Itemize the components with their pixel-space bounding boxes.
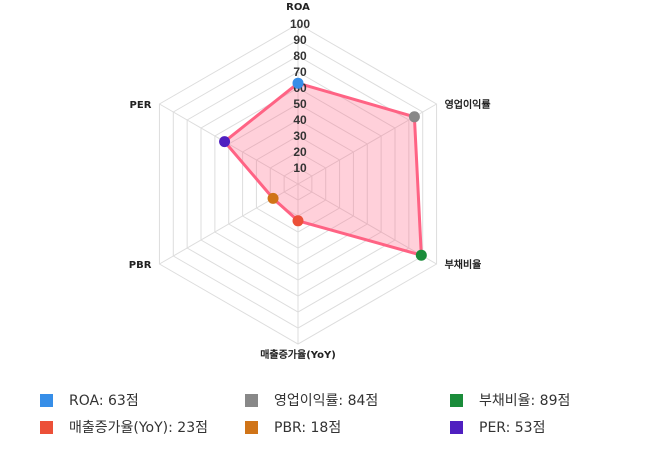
data-point [415,249,427,261]
legend-item-roa[interactable]: ROA: 63점 [40,390,139,410]
tick-label: 20 [293,145,307,159]
data-point [408,111,420,123]
legend-label: PBR: 18점 [274,420,342,436]
axis-label: 영업이익률 [445,98,491,111]
grid-spoke [297,183,437,265]
axis-label: PER [130,100,152,111]
axis-label: 매출증가율(YoY) [260,348,336,361]
data-point [219,136,231,148]
legend-swatch [40,393,53,407]
legend-label: 영업이익률: 84점 [274,393,379,409]
axis-label: ROA [286,2,310,13]
legend-swatch [450,393,463,407]
axis-label: PBR [129,260,152,271]
data-point [267,192,279,204]
tick-label: 80 [293,49,307,63]
legend-item-pbr[interactable]: PBR: 18점 [245,417,341,437]
axis-label: 부채비율 [445,258,482,271]
legend-label: PER: 53점 [479,420,546,436]
legend-swatch [40,420,53,434]
legend-label: 매출증가율(YoY): 23점 [69,420,208,436]
tick-label: 50 [293,97,307,111]
data-area [223,81,423,257]
tick-label: 10 [293,161,307,175]
legend-swatch [450,420,463,434]
data-point [292,215,304,227]
legend-swatch [245,393,258,407]
legend-item-operating-margin[interactable]: 영업이익률: 84점 [245,390,378,410]
legend-label: ROA: 63점 [69,393,139,409]
data-point [292,77,304,89]
tick-label: 100 [290,17,310,31]
legend-item-per[interactable]: PER: 53점 [450,417,545,437]
legend-swatch [245,420,258,434]
tick-label: 90 [293,33,307,47]
legend-item-debt-ratio[interactable]: 부채비율: 89점 [450,390,570,410]
legend-item-sales-growth[interactable]: 매출증가율(YoY): 23점 [40,417,208,437]
tick-label: 40 [293,113,307,127]
legend-label: 부채비율: 89점 [479,393,571,409]
tick-label: 30 [293,129,307,143]
radar-chart: 102030405060708090100ROA영업이익률부채비율매출증가율(Y… [129,2,491,361]
tick-label: 70 [293,65,307,79]
